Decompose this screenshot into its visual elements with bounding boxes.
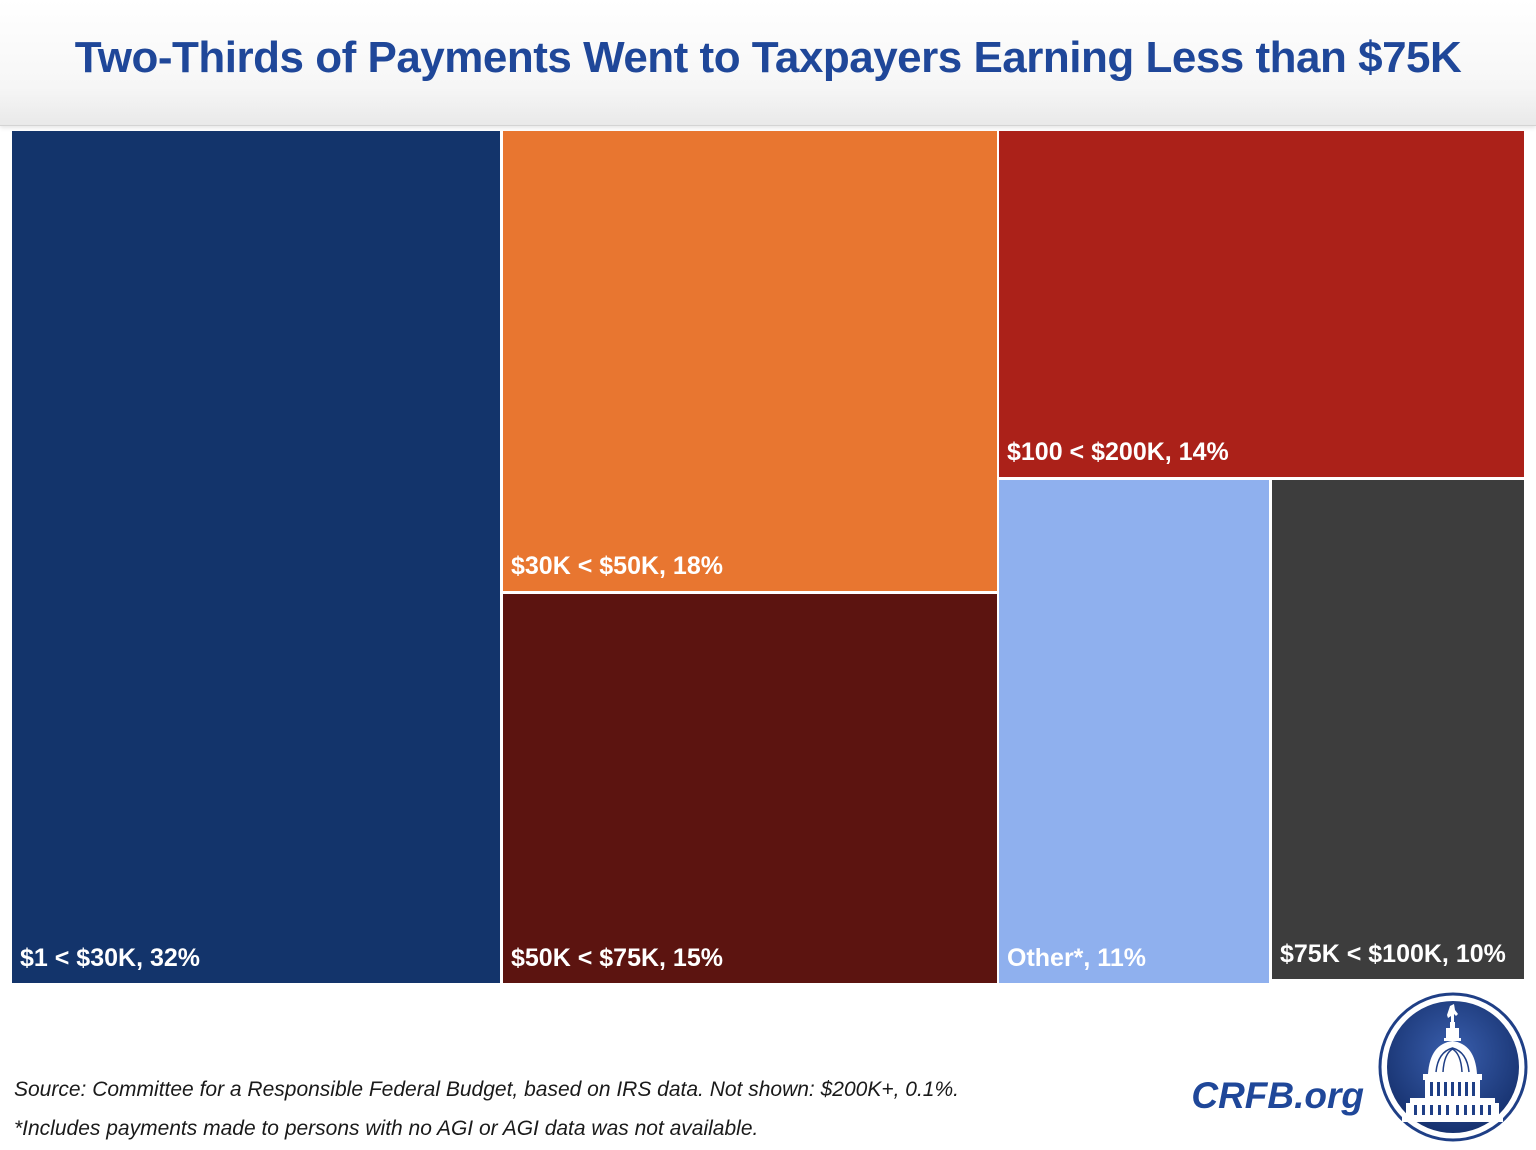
source-note: Source: Committee for a Responsible Fede… xyxy=(14,1078,959,1101)
chart-header: Two-Thirds of Payments Went to Taxpayers… xyxy=(0,0,1536,126)
tile-label: Other*, 11% xyxy=(1007,944,1146,972)
other-footnote: *Includes payments made to persons with … xyxy=(14,1117,759,1140)
tile-100k-200k: $100 < $200K, 14% xyxy=(999,131,1524,477)
tile-50k-75k: $50K < $75K, 15% xyxy=(503,594,997,983)
tile-label: $50K < $75K, 15% xyxy=(511,944,723,972)
tile-label: $1 < $30K, 32% xyxy=(20,944,200,972)
tile-1-30k: $1 < $30K, 32% xyxy=(12,131,500,983)
tile-label: $100 < $200K, 14% xyxy=(1007,438,1229,466)
tile-30k-50k: $30K < $50K, 18% xyxy=(503,131,997,591)
capitol-columns xyxy=(1414,1047,1491,1115)
tile-label: $75K < $100K, 10% xyxy=(1280,940,1506,968)
capitol-building xyxy=(1402,1004,1503,1122)
capitol-dome-icon xyxy=(1378,992,1528,1142)
crfb-site-link[interactable]: CRFB.org xyxy=(1191,1075,1364,1116)
chart-title: Two-Thirds of Payments Went to Taxpayers… xyxy=(74,33,1462,82)
tile-75k-100k: $75K < $100K, 10% xyxy=(1272,480,1524,979)
tile-label: $30K < $50K, 18% xyxy=(511,552,723,580)
tile-other: Other*, 11% xyxy=(999,480,1269,983)
